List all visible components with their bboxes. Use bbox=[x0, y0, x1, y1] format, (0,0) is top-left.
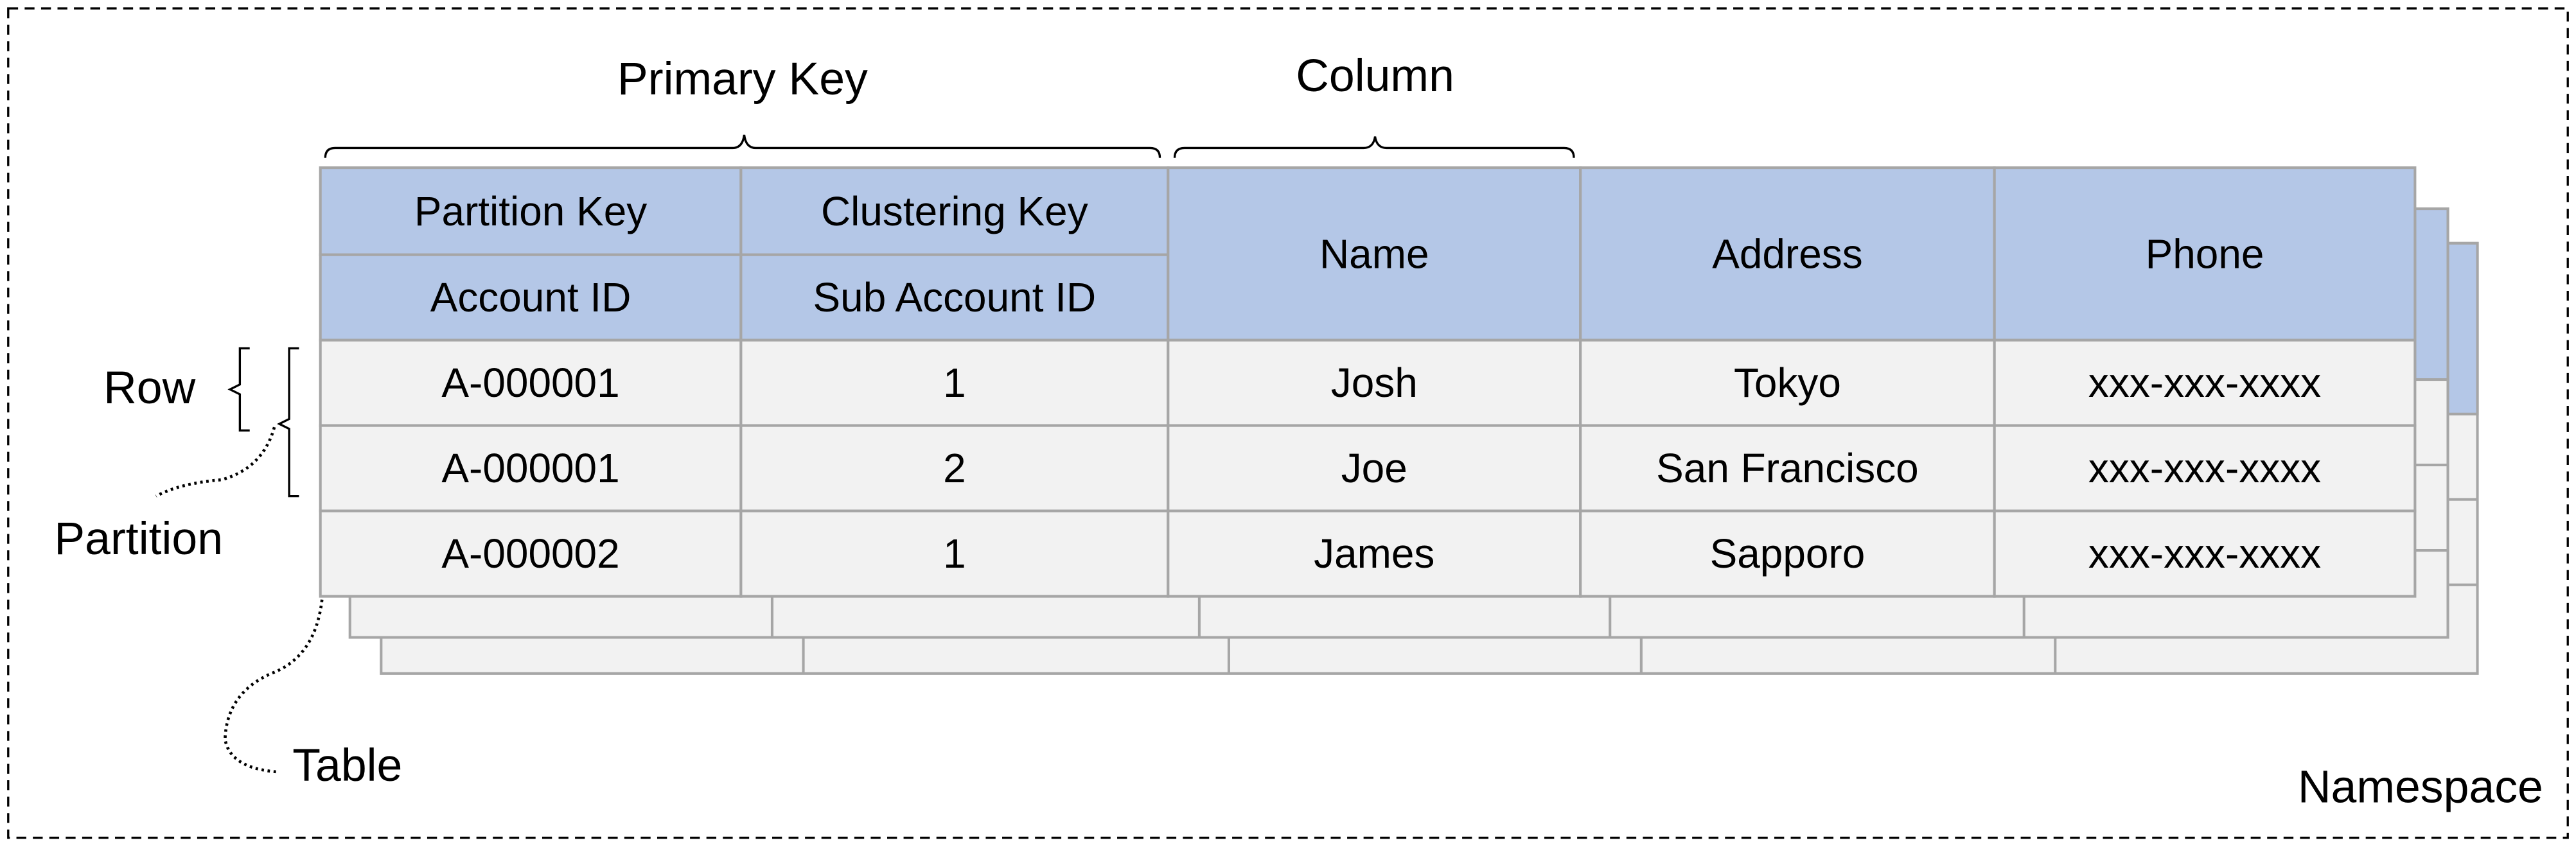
cell-value: 2 bbox=[943, 445, 966, 491]
header-cell bbox=[1993, 166, 2417, 342]
primary-key-brace bbox=[324, 134, 1161, 158]
namespace-boundary bbox=[7, 7, 2569, 839]
cell-value: Sapporo bbox=[1710, 530, 1866, 577]
table-cell bbox=[1579, 338, 1996, 427]
column-header: Address bbox=[1712, 231, 1863, 277]
key-column-header: Account ID bbox=[430, 274, 631, 320]
key-type-header: Clustering Key bbox=[821, 188, 1088, 234]
header-cell bbox=[1167, 166, 1582, 342]
key-type-header: Partition Key bbox=[414, 188, 647, 234]
table-cell bbox=[1579, 509, 1996, 598]
cell-value: Tokyo bbox=[1734, 360, 1841, 406]
cell-value: A-000001 bbox=[441, 445, 619, 491]
namespace-label: Namespace bbox=[2298, 761, 2543, 812]
cell-value: Josh bbox=[1331, 360, 1418, 406]
cell-value: 1 bbox=[943, 360, 966, 406]
cell-value: Joe bbox=[1341, 445, 1407, 491]
header-cell bbox=[1579, 166, 1996, 342]
column-brace bbox=[1173, 136, 1575, 158]
column-header: Phone bbox=[2146, 231, 2264, 277]
header-cell bbox=[319, 166, 743, 256]
table-cell bbox=[1993, 424, 2417, 512]
table-cell bbox=[739, 424, 1170, 512]
table-cell bbox=[1167, 424, 1582, 512]
table-cell bbox=[319, 509, 743, 598]
table-cell bbox=[1579, 424, 1996, 512]
cell-value: A-000002 bbox=[441, 530, 619, 577]
table-cell bbox=[319, 424, 743, 512]
partition-pointer bbox=[155, 426, 276, 498]
cell-value: xxx-xxx-xxxx bbox=[2088, 360, 2321, 406]
row-label: Row bbox=[103, 362, 196, 414]
table-cell bbox=[1993, 338, 2417, 427]
primary-key-label: Primary Key bbox=[617, 53, 868, 105]
header-cell bbox=[739, 166, 1170, 256]
cell-value: A-000001 bbox=[441, 360, 619, 406]
column-label: Column bbox=[1296, 50, 1454, 101]
table-label: Table bbox=[292, 740, 402, 791]
main-table: Partition Key Account ID Clustering Key Sub… bbox=[319, 166, 2417, 598]
cell-value: San Francisco bbox=[1656, 445, 1919, 491]
table-cell bbox=[739, 338, 1170, 427]
table-cell bbox=[1167, 338, 1582, 427]
cell-value: xxx-xxx-xxxx bbox=[2088, 530, 2321, 577]
row-brace bbox=[227, 347, 250, 432]
column-header: Name bbox=[1319, 231, 1429, 277]
cell-value: 1 bbox=[943, 530, 966, 577]
table-cell bbox=[1167, 509, 1582, 598]
cell-value: James bbox=[1314, 530, 1434, 577]
partition-label: Partition bbox=[54, 513, 223, 564]
cell-value: xxx-xxx-xxxx bbox=[2088, 445, 2321, 491]
key-column-header: Sub Account ID bbox=[813, 274, 1097, 320]
table-cell bbox=[1993, 509, 2417, 598]
partition-brace bbox=[277, 347, 299, 498]
